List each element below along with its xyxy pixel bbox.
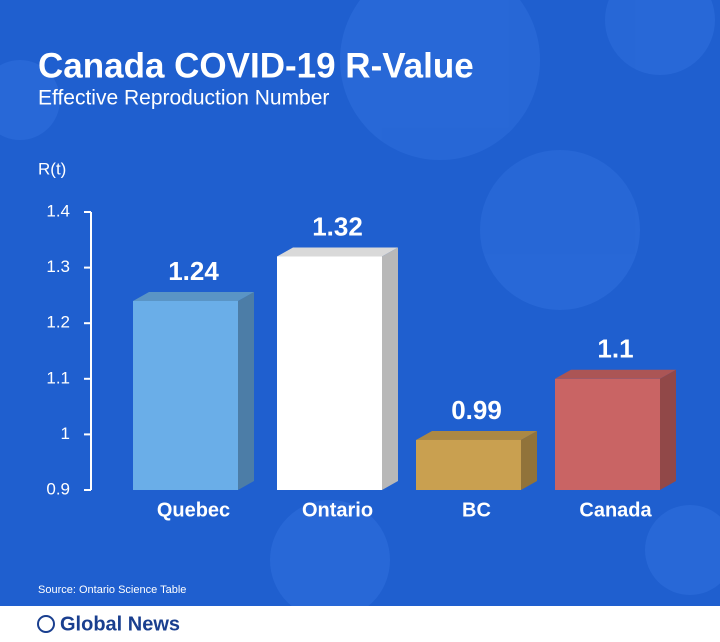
bar-side bbox=[382, 247, 398, 490]
footer bbox=[0, 606, 720, 642]
bar-side bbox=[521, 430, 537, 490]
y-tick-label: 1.4 bbox=[46, 201, 70, 220]
bar-side bbox=[238, 291, 254, 490]
x-tick-label: Ontario bbox=[302, 499, 373, 521]
bar bbox=[277, 256, 382, 490]
virus-decoration bbox=[0, 0, 720, 620]
bar-side bbox=[660, 369, 676, 490]
y-tick-label: 0.9 bbox=[46, 479, 70, 498]
x-tick-label: Canada bbox=[579, 499, 652, 521]
value-label: 0.99 bbox=[451, 395, 502, 425]
bar bbox=[555, 378, 660, 490]
chart-subtitle: Effective Reproduction Number bbox=[38, 87, 329, 110]
value-label: 1.24 bbox=[168, 256, 219, 286]
value-label: 1.32 bbox=[312, 211, 363, 241]
bar-top bbox=[555, 369, 676, 379]
bar bbox=[133, 300, 238, 490]
x-tick-label: Quebec bbox=[157, 499, 230, 521]
bar-top bbox=[416, 430, 537, 440]
brand: Global News bbox=[60, 613, 180, 635]
y-axis-label: R(t) bbox=[38, 159, 66, 178]
y-tick-label: 1.2 bbox=[46, 313, 70, 332]
bar-top bbox=[133, 291, 254, 301]
bar-top bbox=[277, 247, 398, 257]
bar bbox=[416, 439, 521, 490]
brand-icon bbox=[37, 615, 55, 633]
source: Source: Ontario Science Table bbox=[38, 584, 186, 596]
y-tick-label: 1.1 bbox=[46, 368, 70, 387]
y-tick-label: 1.3 bbox=[46, 257, 70, 276]
value-label: 1.1 bbox=[597, 334, 633, 364]
x-tick-label: BC bbox=[462, 499, 491, 521]
y-tick-label: 1 bbox=[61, 424, 70, 443]
chart-title: Canada COVID-19 R-Value bbox=[38, 46, 474, 85]
